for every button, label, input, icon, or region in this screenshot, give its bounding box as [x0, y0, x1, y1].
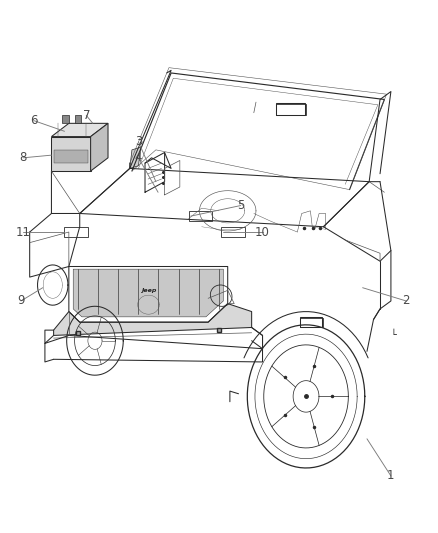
Text: 7: 7: [82, 109, 90, 122]
Text: 2: 2: [403, 294, 410, 308]
Polygon shape: [62, 115, 69, 123]
Text: 1: 1: [387, 470, 395, 482]
Text: 3: 3: [135, 135, 142, 148]
Bar: [300, 317, 322, 327]
Polygon shape: [73, 269, 223, 317]
Bar: [300, 318, 323, 327]
Polygon shape: [51, 123, 108, 136]
Polygon shape: [53, 304, 252, 335]
Polygon shape: [74, 115, 81, 123]
Text: 10: 10: [255, 225, 270, 239]
Bar: [53, 150, 88, 163]
Bar: [276, 104, 306, 115]
Bar: [276, 103, 305, 115]
Text: 5: 5: [237, 199, 244, 212]
Text: 6: 6: [30, 114, 38, 127]
Polygon shape: [91, 123, 108, 171]
Bar: [221, 227, 245, 237]
Text: 9: 9: [17, 294, 25, 308]
Text: 8: 8: [19, 151, 27, 164]
Text: 11: 11: [16, 225, 31, 239]
Text: Jeep: Jeep: [141, 288, 156, 293]
Text: 4: 4: [135, 151, 142, 164]
Bar: [64, 227, 88, 237]
Bar: [188, 212, 212, 221]
Polygon shape: [51, 136, 91, 171]
Polygon shape: [130, 147, 141, 168]
Text: └: └: [391, 330, 397, 341]
